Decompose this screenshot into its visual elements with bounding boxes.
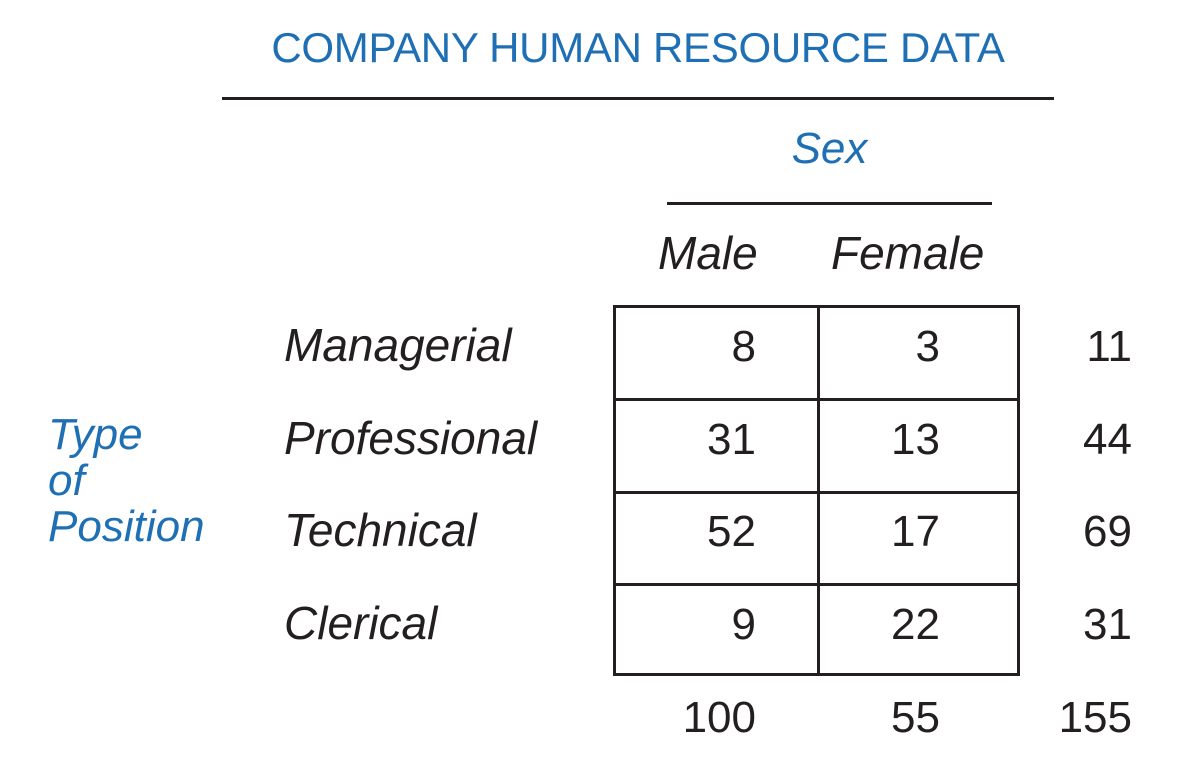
row-group-label-line-1: Type [48, 410, 143, 459]
row-total-technical: 69 [1083, 507, 1132, 556]
cell-technical-female: 17 [891, 507, 940, 556]
row-label-managerial: Managerial [284, 319, 512, 371]
column-total-male: 100 [682, 693, 756, 742]
row-total-managerial: 11 [1086, 322, 1132, 371]
cell-managerial-female: 3 [915, 322, 940, 371]
column-group-divider [667, 202, 992, 205]
grand-total: 155 [1058, 693, 1132, 742]
grid-column-divider [817, 308, 820, 673]
cell-clerical-male: 9 [731, 600, 756, 649]
cell-professional-female: 13 [891, 415, 940, 464]
grid-row-divider [616, 398, 1017, 401]
row-total-professional: 44 [1083, 415, 1132, 464]
row-group-label: Type of Position [48, 412, 205, 550]
grid-row-divider [616, 583, 1017, 586]
row-label-professional: Professional [284, 412, 538, 464]
contingency-table-grid [613, 305, 1020, 676]
row-group-label-line-2: of [48, 456, 85, 505]
column-header-female: Female [831, 227, 985, 279]
table-title: COMPANY HUMAN RESOURCE DATA [271, 24, 1005, 71]
column-total-female: 55 [891, 693, 940, 742]
row-total-clerical: 31 [1083, 600, 1132, 649]
grid-row-divider [616, 491, 1017, 494]
row-label-technical: Technical [284, 504, 477, 556]
cell-clerical-female: 22 [891, 600, 940, 649]
cell-technical-male: 52 [707, 507, 756, 556]
column-group-label: Sex [791, 124, 868, 173]
title-divider [222, 97, 1054, 100]
row-group-label-line-3: Position [48, 502, 205, 551]
cell-managerial-male: 8 [731, 322, 756, 371]
column-header-male: Male [658, 227, 758, 279]
cell-professional-male: 31 [707, 415, 756, 464]
row-label-clerical: Clerical [284, 597, 438, 649]
